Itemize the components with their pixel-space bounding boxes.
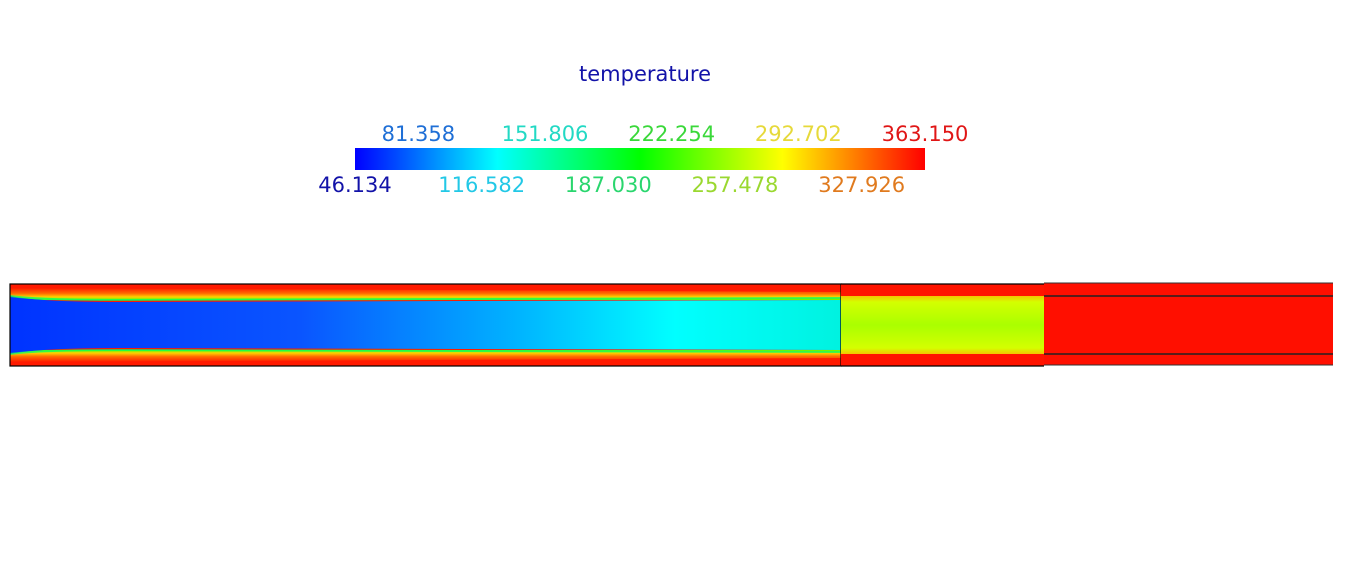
colorbar-tick-bottom: 187.030 (564, 173, 652, 197)
colorbar-tick-bottom: 327.926 (818, 173, 906, 197)
tube-outlet-section (1044, 282, 1333, 366)
colorbar (355, 148, 925, 170)
colorbar-tick-bottom: 257.478 (691, 173, 779, 197)
colorbar-tick-bottom: 116.582 (438, 173, 526, 197)
colorbar-tick-top: 363.150 (881, 122, 969, 146)
colorbar-tick-top: 222.254 (628, 122, 716, 146)
colorbar-tick-top: 81.358 (381, 122, 456, 146)
colorbar-gradient (355, 148, 925, 170)
colorbar-tick-top: 151.806 (501, 122, 589, 146)
temperature-field (9, 282, 1333, 367)
colorbar-title: temperature (579, 62, 711, 86)
colorbar-tick-bottom: 46.134 (318, 173, 392, 197)
tube-inlet-section (9, 283, 842, 367)
colorbar-tick-top: 292.702 (754, 122, 842, 146)
tube-middle-section (841, 283, 1044, 367)
